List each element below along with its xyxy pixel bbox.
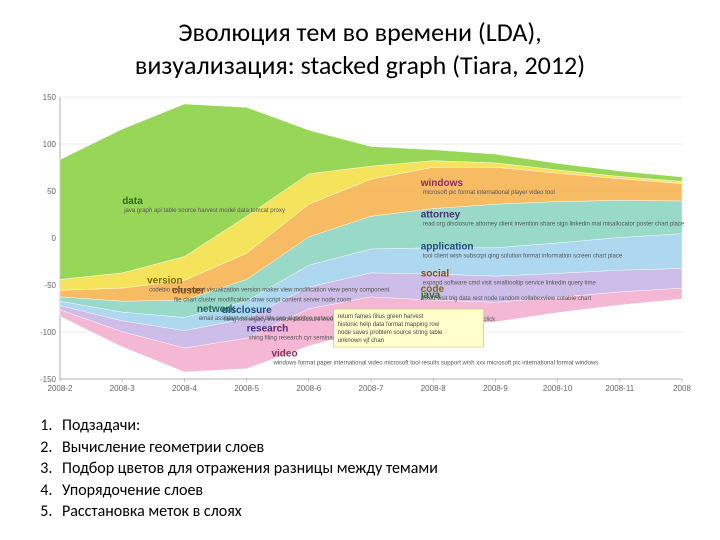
layer-minor-words: windows format paper international video… [272,360,598,366]
chart-svg: -150 -100 -50 0 50 100 150 2008-2 2008-3 2008-4 20… [28,91,692,401]
svg-text:150: 150 [43,93,57,102]
svg-text:-50: -50 [44,281,56,290]
svg-text:2008: 2008 [673,384,691,393]
svg-text:-150: -150 [40,375,57,384]
svg-text:2008-5: 2008-5 [234,384,259,393]
tooltip-line: unknown vjf chan [338,338,384,344]
svg-text:2008-9: 2008-9 [483,384,508,393]
right-keyword: application [421,241,474,252]
notes-item: Расстановка меток в слоях [56,501,692,523]
svg-text:2008-3: 2008-3 [110,384,135,393]
right-minor-words: expand software cmd visit smalltooltip s… [423,280,597,286]
layer-keyword: research [247,323,289,334]
right-keyword: social [421,268,450,279]
layer-keyword: network [197,304,236,315]
right-minor-words: fixed visit trig data rest node random c… [423,296,592,302]
svg-text:100: 100 [43,140,57,149]
svg-text:2008-4: 2008-4 [172,384,197,393]
notes-item: Упорядочение слоев [56,480,692,502]
tooltip-line: return fames filius green harvest [338,314,424,320]
title-line-1: Эволюция тем во времени (LDA), [178,16,542,48]
svg-text:2008-10: 2008-10 [543,384,573,393]
svg-text:2008-11: 2008-11 [605,384,634,393]
tooltip-line: node saves problem source string table [338,330,443,336]
svg-text:2008-8: 2008-8 [421,384,446,393]
stacked-stream-chart: -150 -100 -50 0 50 100 150 2008-2 2008-3 2008-4 20… [28,91,692,401]
layer-keyword: video [271,348,297,359]
slide-root: Эволюция тем во времени (LDA), визуализа… [0,0,720,540]
svg-text:2008-7: 2008-7 [359,384,384,393]
right-minor-words: read org disclosure attorney client inve… [423,222,685,228]
right-keyword: windows [420,178,464,189]
right-keyword: attorney [421,210,461,221]
slide-title: Эволюция тем во времени (LDA), визуализа… [28,16,692,81]
layer-keyword: version [147,275,183,286]
svg-text:2008-2: 2008-2 [48,384,73,393]
svg-text:0: 0 [52,234,57,243]
svg-text:-100: -100 [40,328,57,337]
layer-minor-words: codebio cobra export visualization versi… [149,287,389,293]
notes-item: Подбор цветов для отражения разницы межд… [56,458,692,480]
tooltip-line: histonic help data format mapping row [338,322,440,328]
right-minor-words: tool client wish subscrpt qing solution … [423,253,623,259]
layer-minor-words: java graph api table source harvest mode… [123,208,285,214]
notes-item: Вычисление геометрии слоев [56,437,692,459]
layer-keyword: data [122,196,143,207]
layer-minor-words: file chart cluster modification draw scr… [174,297,351,303]
right-minor-words: microsoft pic format international playe… [423,190,555,196]
notes-item: Подзадачи: [56,415,692,437]
svg-text:2008-6: 2008-6 [296,384,321,393]
svg-text:50: 50 [47,187,56,196]
title-line-2: визуализация: stacked graph (Tiara, 2012… [135,49,585,81]
notes-list: Подзадачи: Вычисление геометрии слоев По… [34,415,692,523]
